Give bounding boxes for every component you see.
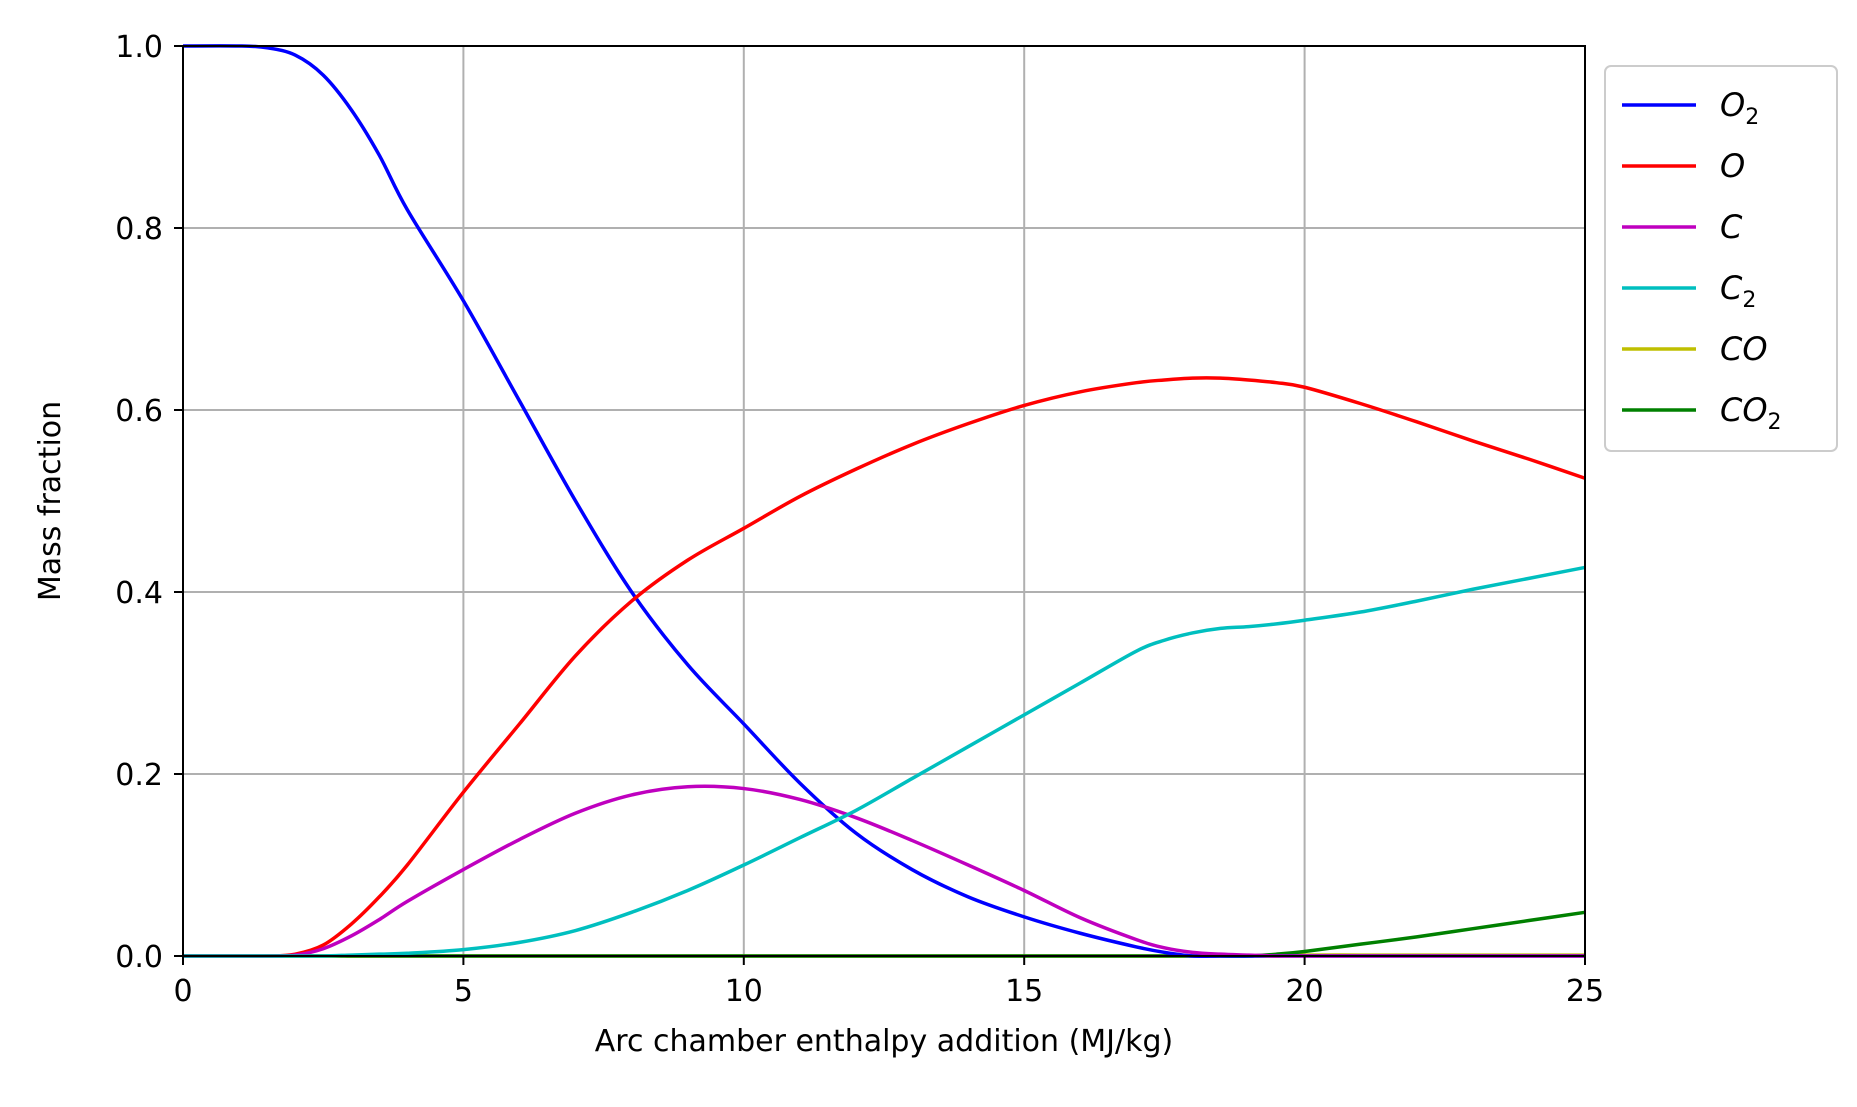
legend-entry-label: C2 — [1720, 269, 1756, 313]
legend-entry-label: CO — [1720, 330, 1768, 368]
legend-entry-label: C — [1720, 208, 1743, 246]
legend-entry-name: CO — [1720, 330, 1768, 368]
x-tick-label: 5 — [454, 974, 473, 1009]
legend-entry-subscript: 2 — [1768, 410, 1782, 435]
x-tick-label: 15 — [1005, 974, 1043, 1009]
y-tick-label: 1.0 — [115, 30, 163, 65]
legend-entry-name: C — [1720, 208, 1743, 246]
legend-entry-label: O2 — [1720, 86, 1759, 130]
y-tick-label: 0.4 — [115, 576, 163, 611]
x-tick-label: 20 — [1286, 974, 1324, 1009]
x-tick-label: 0 — [173, 974, 192, 1009]
legend-entry-label: CO2 — [1720, 391, 1782, 435]
x-axis-label: Arc chamber enthalpy addition (MJ/kg) — [595, 1024, 1173, 1059]
legend-box — [1604, 65, 1838, 452]
legend-entry-name: O — [1720, 86, 1745, 124]
ticks: 0 5 10 15 20 25 0.0 0.2 0.4 0.6 0.8 1.0 — [115, 30, 1604, 1009]
legend-entry-subscript: 2 — [1745, 105, 1759, 130]
y-tick-label: 0.0 — [115, 940, 163, 975]
legend-entry-name: O — [1720, 147, 1745, 185]
y-tick-label: 0.2 — [115, 758, 163, 793]
legend-entry-subscript: 2 — [1742, 288, 1756, 313]
series-line-c2 — [183, 565, 1586, 958]
y-axis-label: Mass fraction — [33, 401, 68, 601]
legend-entry-name: C — [1720, 269, 1743, 307]
x-tick-label: 10 — [725, 974, 763, 1009]
x-tick-label: 25 — [1566, 974, 1604, 1009]
y-tick-label: 0.8 — [115, 212, 163, 247]
plot-area-frame — [182, 45, 1586, 957]
legend-entry-label: O — [1720, 147, 1745, 185]
series-line-o — [183, 376, 1586, 958]
y-tick-label: 0.6 — [115, 394, 163, 429]
legend-entry-name: CO — [1720, 391, 1768, 429]
